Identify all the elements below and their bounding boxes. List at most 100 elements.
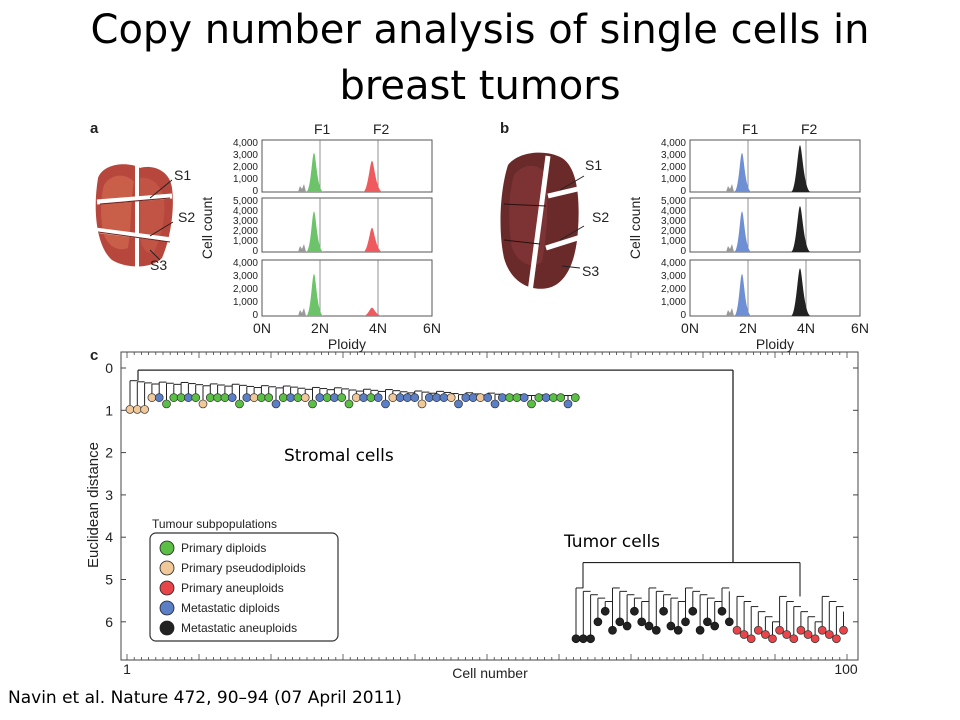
f1-peak [734, 274, 752, 316]
leaf-stromal [322, 393, 332, 402]
histogram-ytick: 3,000 [233, 150, 258, 161]
ploidy-tick: 2N [311, 320, 329, 336]
citation: Navin et al. Nature 472, 90–94 (07 April… [8, 688, 402, 708]
leaf-metastatic-aneuploid [608, 625, 617, 635]
tree-xlabel: Cell number [452, 665, 528, 681]
leaf-metastatic-aneuploid [710, 621, 720, 631]
leaf-stromal [271, 399, 281, 409]
histogram-ytick: 2,000 [233, 226, 258, 237]
leaf-stromal [344, 399, 354, 409]
leaf-metastatic-aneuploid [681, 617, 690, 627]
leaf-metastatic-aneuploid [673, 625, 683, 635]
leaf-metastatic-aneuploid [695, 625, 705, 635]
histogram-frame [689, 259, 861, 317]
title-line-2: breast tumors [339, 63, 621, 109]
f2-peak [363, 227, 383, 252]
leaf-stromal [198, 399, 208, 409]
leaf-primary-aneuploid [782, 630, 792, 639]
ploidy-tick: 4N [797, 320, 815, 336]
leaf-stromal [220, 393, 230, 402]
section-label-a-s1: S1 [174, 167, 191, 183]
leaf-primary-aneuploid [824, 630, 834, 639]
leaf-metastatic-aneuploid [578, 634, 588, 644]
leaf-stromal [395, 393, 405, 402]
leaf-stromal [490, 399, 500, 409]
histogram-ytick: 3,000 [233, 216, 258, 227]
leaf-stromal [439, 393, 449, 402]
tree-xtick-end: 100 [834, 661, 858, 677]
leaf-stromal [556, 393, 566, 402]
leaf-stromal [424, 393, 434, 402]
f1-peak [734, 211, 752, 252]
histogram-ylabel: Cell count [199, 197, 215, 259]
leaf-primary-aneuploid [732, 625, 742, 635]
leaf-stromal [184, 393, 193, 402]
leaf-stromal [549, 393, 558, 402]
f2-peak [363, 160, 383, 192]
leaf-primary-aneuploid [753, 625, 763, 635]
tree-ylabel: Euclidean distance [85, 442, 102, 568]
leaf-stromal [373, 393, 383, 402]
leaf-metastatic-aneuploid [717, 606, 727, 616]
leaf-stromal [191, 393, 201, 402]
leaf-primary-aneuploid [839, 625, 848, 635]
leaf-stromal [227, 393, 237, 402]
panel-label-c: c [90, 347, 98, 364]
leaf-stromal [147, 393, 157, 402]
leaf-metastatic-aneuploid [586, 634, 595, 644]
histogram-ytick: 1,000 [661, 236, 686, 247]
histogram-ytick: 2,000 [661, 162, 686, 173]
leaf-primary-aneuploid [739, 630, 749, 639]
ploidy-tick: 6N [423, 320, 441, 336]
leaf-stromal [512, 393, 522, 402]
legend-label: Metastatic aneuploids [181, 621, 297, 635]
leaf-metastatic-aneuploid [593, 617, 603, 627]
histogram-ytick: 2,000 [233, 284, 258, 295]
leaf-metastatic-aneuploid [622, 621, 632, 631]
fraction-label-f2: F2 [801, 121, 818, 137]
leaf-stromal [315, 393, 325, 402]
leaf-primary-aneuploid [768, 634, 777, 644]
tree-ytick: 0 [105, 360, 113, 376]
legend-swatch [159, 540, 175, 556]
histogram-ytick: 0 [680, 246, 686, 257]
leaf-stromal [257, 393, 266, 402]
f1-peak [306, 211, 324, 252]
legend-swatch [159, 580, 175, 596]
leaf-stromal [519, 393, 529, 402]
leaf-stromal [300, 393, 310, 402]
histogram-ytick: 3,000 [661, 271, 686, 282]
section-label-a-s3: S3 [150, 257, 167, 273]
histogram-ytick: 3,000 [661, 150, 686, 161]
debris-peak [726, 244, 734, 252]
leaf-primary-aneuploid [817, 625, 827, 635]
legend-label: Primary pseudodiploids [181, 561, 306, 575]
leaf-stromal [278, 393, 288, 402]
leaf-stromal [570, 393, 580, 402]
legend-swatch [159, 560, 175, 576]
ploidy-tick: 6N [851, 320, 869, 336]
histogram-frame [689, 139, 861, 193]
fraction-label-f2: F2 [373, 121, 390, 137]
tree-xtick-start: 1 [123, 661, 131, 677]
debris-peak [298, 244, 306, 252]
histogram-ytick: 2,000 [661, 226, 686, 237]
leaf-stromal [351, 393, 361, 402]
leaf-stromal [169, 393, 179, 402]
leaf-stromal [446, 393, 456, 402]
leaf-stromal [249, 393, 259, 402]
ploidy-tick: 4N [369, 320, 387, 336]
leaf-metastatic-aneuploid [637, 617, 647, 627]
debris-peak [726, 184, 734, 192]
debris-peak [298, 308, 306, 316]
legend-label: Primary aneuploids [181, 581, 284, 595]
leaf-primary-aneuploid [775, 625, 784, 635]
leaf-stromal [154, 393, 164, 402]
histograms-a: F1 F24,0003,0002,0001,00005,0004,0003,000… [199, 121, 441, 352]
tree-ytick: 2 [105, 445, 113, 461]
panel-label-b: b [500, 120, 509, 137]
ploidy-tick: 2N [739, 320, 757, 336]
leaf-stromal [242, 393, 252, 402]
debris-peak [298, 184, 306, 192]
